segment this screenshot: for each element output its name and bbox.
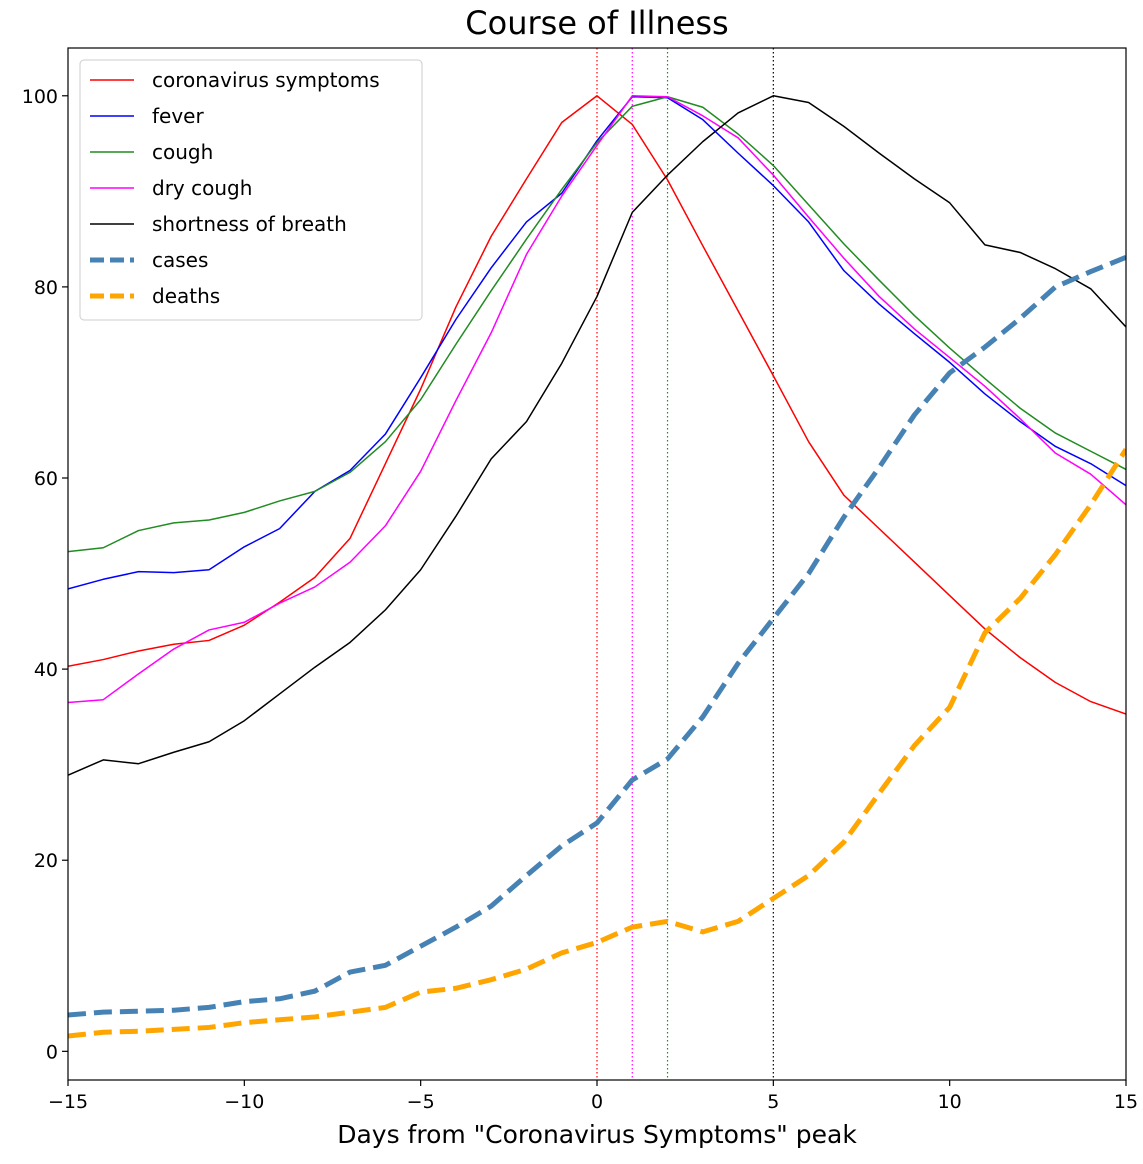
y-tick-label: 40 [34,659,58,681]
legend-label-coronavirus-symptoms: coronavirus symptoms [152,68,380,92]
y-tick-label: 0 [46,1041,58,1063]
series-line-fever [68,95,1126,590]
x-axis-label: Days from "Coronavirus Symptoms" peak [337,1120,857,1149]
legend-label-shortness-of-breath: shortness of breath [152,212,347,236]
series-line-coronavirus-symptoms [68,95,1126,715]
series-lines [68,95,1126,1039]
legend-label-cough: cough [152,140,213,164]
legend-label-cases: cases [152,248,208,272]
x-tick-label: −10 [224,1091,264,1113]
series-line-cases [68,254,1126,1018]
legend-label-dry-cough: dry cough [152,176,252,200]
series-line-deaths [68,447,1126,1039]
series-line-cough [68,95,1126,553]
x-tick-label: 0 [591,1091,603,1113]
y-tick-label: 60 [34,468,58,490]
x-tick-label: −5 [407,1091,435,1113]
peak-markers [596,48,774,1080]
series-line-shortness-of-breath [68,95,1126,776]
series-line-dry-cough [68,95,1126,704]
x-tick-label: −15 [48,1091,88,1113]
y-tick-label: 80 [34,277,58,299]
y-tick-label: 100 [22,86,58,108]
legend-label-deaths: deaths [152,284,220,308]
x-tick-label: 15 [1114,1091,1138,1113]
legend: coronavirus symptoms fever cough dry cough s… [79,59,423,321]
axes: −15 −10 −5 0 5 10 15 0 20 40 60 80 100 [22,47,1138,1113]
chart-title: Course of Illness [465,4,728,42]
y-tick-label: 20 [34,850,58,872]
legend-box [79,59,423,321]
x-tick-label: 10 [938,1091,962,1113]
legend-label-fever: fever [152,104,204,128]
x-tick-label: 5 [767,1091,779,1113]
